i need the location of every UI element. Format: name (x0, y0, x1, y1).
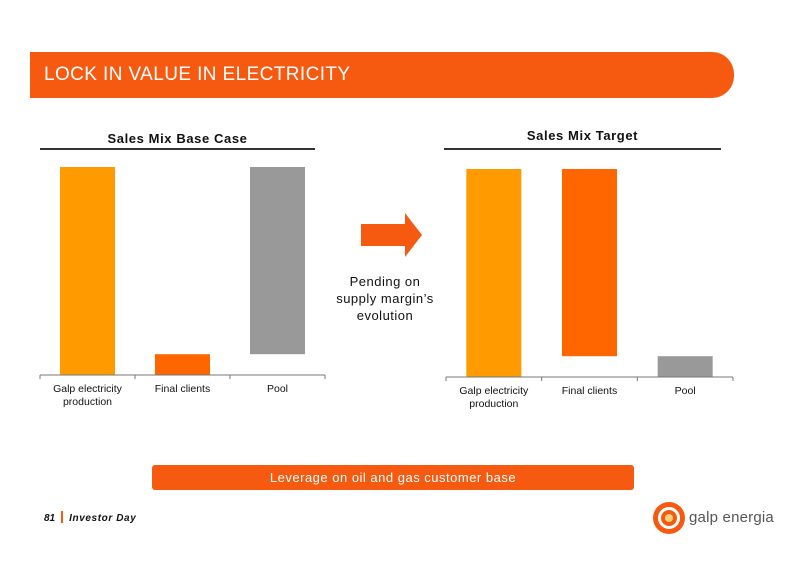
pending-line: supply margin’s (336, 291, 434, 306)
x-tick-label-line: production (469, 398, 519, 410)
bar-base-0 (60, 167, 115, 375)
x-tick-label-line: production (62, 396, 113, 408)
event-name: Investor Day (69, 513, 137, 524)
pending-note: Pending on supply margin’s evolution (325, 273, 445, 324)
bar-base-2 (250, 167, 305, 355)
page-number: 81 (44, 513, 56, 524)
x-tick-label-line: Galp electricity (459, 385, 529, 397)
header-banner: LOCK IN VALUE IN ELECTRICITY (30, 52, 734, 98)
logo-text: galp energia (689, 509, 774, 526)
x-tick-label-line: Pool (266, 383, 288, 395)
x-tick-label-line: Galp electricity (53, 383, 122, 395)
pending-line: evolution (356, 308, 414, 323)
bar-target-2 (657, 356, 713, 377)
x-tick-label: Galp electricity production (40, 383, 135, 409)
x-tick-label: Pool (637, 385, 733, 398)
galp-logo-icon (653, 502, 685, 534)
chart-title-rule-base-case (40, 148, 315, 150)
bar-target-0 (466, 169, 522, 377)
chart-title-base-case: Sales Mix Base Case (107, 131, 248, 146)
chart-title-rule-target (444, 148, 721, 150)
x-tick-label-line: Final clients (561, 385, 618, 397)
bar-base-1 (155, 354, 210, 375)
chart-title-target: Sales Mix Target (526, 128, 639, 143)
pending-line: Pending on (349, 274, 421, 289)
x-tick-label: Final clients (135, 383, 230, 396)
leverage-label: Leverage on oil and gas customer base (269, 470, 517, 485)
footer-separator (61, 511, 64, 523)
x-tick-label-line: Pool (674, 385, 696, 397)
footer: 81 Investor Day (44, 511, 136, 524)
leverage-banner: Leverage on oil and gas customer base (152, 465, 634, 490)
x-tick-label: Galp electricity production (446, 385, 542, 411)
bar-target-1 (562, 169, 617, 357)
right-arrow-icon (361, 213, 422, 257)
x-tick-label: Final clients (542, 385, 638, 398)
x-tick-label: Pool (230, 383, 325, 396)
page-title: LOCK IN VALUE IN ELECTRICITY (44, 64, 351, 85)
galp-logo: galp energia (652, 500, 774, 536)
x-tick-label-line: Final clients (154, 383, 211, 395)
